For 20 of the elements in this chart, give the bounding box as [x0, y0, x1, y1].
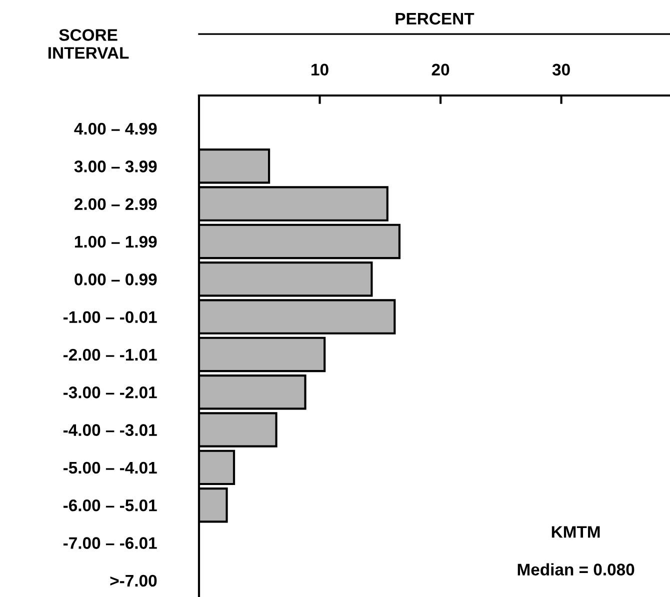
- x-tick-label: 20: [432, 64, 450, 76]
- y-tick-label: 4.00 – 4.99: [74, 122, 157, 135]
- y-tick-label: 2.00 – 2.99: [74, 198, 157, 210]
- y-tick-label: 3.00 – 3.99: [74, 160, 157, 172]
- y-tick-label: 0.00 – 0.99: [74, 274, 157, 286]
- y-tick-label: -5.00 – -4.01: [63, 462, 157, 474]
- y-tick-label: -1.00 – -0.01: [63, 311, 157, 323]
- y-tick-label: >-7.00: [110, 574, 157, 587]
- y-tick-label: -4.00 – -3.01: [63, 424, 157, 436]
- y-tick-label: -6.00 – -5.01: [63, 500, 157, 512]
- y-axis-title: SCORE INTERVAL: [48, 29, 129, 59]
- y-tick-label: -7.00 – -6.01: [63, 537, 157, 549]
- x-tick-label: 10: [312, 64, 328, 76]
- x-tick-label: 30: [552, 64, 570, 76]
- x-axis-title: PERCENT: [396, 12, 474, 25]
- y-tick-label: -2.00 – -1.01: [63, 348, 157, 361]
- y-tick-label: -3.00 – -2.01: [63, 386, 157, 398]
- y-tick-label: 1.00 – 1.99: [74, 236, 157, 248]
- annotation: Median = 0.080: [518, 563, 634, 576]
- annotation: KMTM: [552, 526, 600, 538]
